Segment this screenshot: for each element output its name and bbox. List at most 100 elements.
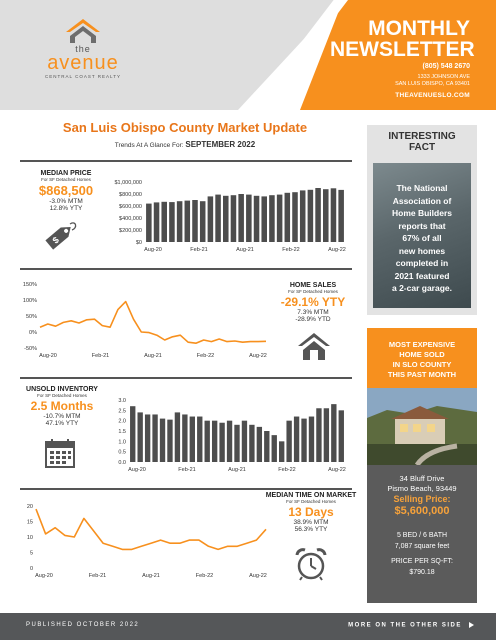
sold-title-line: MOST EXPENSIVE (388, 340, 456, 349)
home-sales-mtm: 7.3% MTM (297, 309, 329, 316)
y-tick-label: 20 (27, 504, 33, 510)
x-tick-label: Aug-22 (249, 573, 267, 579)
section-divider (20, 377, 352, 379)
house-logo-icon (61, 18, 105, 44)
y-tick-label: 2.5 (118, 408, 126, 414)
fact-line: Association of (392, 195, 452, 206)
bar (176, 201, 183, 242)
bar (261, 196, 267, 242)
newsletter-title: MONTHLY NEWSLETTER (330, 18, 475, 60)
fact-line: reports that (398, 220, 446, 231)
home-sales-chart: 150% 100% 50% 0% -50%Aug-20 Feb-21 Aug-21 Feb-2… (23, 282, 267, 359)
report-subtitle: Trends At A Glance For: SEPTEMBER 2022 (20, 140, 350, 149)
fact-line: Home Builders (392, 208, 452, 218)
bar (271, 435, 277, 462)
most-expensive-title: MOST EXPENSIVE HOME SOLD IN SLO COUNTY T… (367, 340, 477, 380)
triangle-right-icon (469, 622, 474, 628)
calendar-icon (44, 438, 76, 468)
x-tick-label: Feb-22 (282, 247, 299, 253)
published-date: PUBLISHED OCTOBER 2022 (26, 622, 140, 628)
y-tick-label: $400,000 (119, 216, 142, 222)
x-tick-label: Feb-22 (196, 573, 213, 579)
bar (264, 431, 270, 462)
x-tick-label: Aug-21 (236, 247, 254, 253)
bar (219, 422, 225, 462)
y-tick-label: 100% (23, 298, 37, 304)
bar (184, 200, 191, 242)
unsold-inventory-stats: UNSOLD INVENTORY For SF Detached Homes 2… (22, 386, 102, 427)
x-tick-label: Aug-22 (328, 247, 346, 253)
bar (279, 441, 285, 462)
website-link[interactable]: THEAVENUESLO.COM (395, 92, 470, 99)
x-tick-label: Aug-22 (328, 467, 346, 473)
median-price-yty: 12.8% YTY (49, 205, 83, 212)
y-tick-label: $1,000,000 (114, 180, 142, 186)
most-expensive-header (367, 328, 477, 388)
median-price-heading: MEDIAN PRICE (40, 170, 92, 177)
x-tick-label: Aug-21 (144, 353, 162, 359)
bar (167, 419, 173, 462)
fact-line: a 2-car garage. (391, 283, 452, 293)
home-sales-heading: HOME SALES (289, 282, 337, 289)
y-tick-label: 50% (26, 314, 37, 320)
home-sales-stats: HOME SALES For SF Detached Homes -29.1% … (272, 282, 354, 323)
bar (204, 420, 210, 462)
x-tick-label: Feb-21 (89, 573, 106, 579)
median-price-value: $868,500 (38, 183, 94, 198)
sold-sqft: 7,087 square feet (394, 543, 450, 550)
x-tick-label: Aug-20 (128, 467, 146, 473)
median-price-sub: For SF Detached Homes (41, 177, 91, 182)
sold-city: Pismo Beach, 93449 (387, 484, 457, 493)
more-other-side-link[interactable]: MORE ON THE OTHER SIDE (348, 622, 474, 629)
bar (292, 192, 298, 242)
y-tick-label: 0% (29, 330, 37, 336)
x-tick-label: Feb-21 (190, 247, 207, 253)
median-price-chart: $1,000,000 $800,000 $600,000 $400,000 $200,0… (114, 180, 346, 253)
x-tick-label: Feb-21 (178, 467, 195, 473)
trends-month: SEPTEMBER 2022 (185, 140, 256, 149)
contact-address-line2: SAN LUIS OBISPO, CA 93401 (395, 81, 470, 87)
bar (308, 416, 315, 462)
svg-text:$: $ (51, 235, 61, 246)
y-tick-label: 0 (30, 566, 33, 572)
house-icon (296, 331, 332, 361)
bar (307, 189, 314, 242)
interesting-fact-title: INTERESTING FACT (367, 131, 477, 153)
median-price-mtm: -3.0% MTM (49, 198, 83, 205)
x-tick-label: Aug-20 (39, 353, 57, 359)
x-tick-label: Aug-20 (144, 247, 162, 253)
bar (215, 194, 221, 242)
home-sales-sub: For SF Detached Homes (288, 289, 338, 294)
bar (246, 194, 252, 242)
bar (331, 404, 337, 462)
unsold-inventory-value: 2.5 Months (30, 399, 94, 413)
bar (293, 416, 300, 462)
y-tick-label: $800,000 (119, 192, 142, 198)
bar (253, 195, 260, 242)
contact-phone[interactable]: (805) 548 2670 (422, 63, 470, 70)
bar (299, 190, 306, 242)
bar (323, 189, 329, 242)
bar (256, 426, 263, 462)
brand-name: avenue (47, 52, 119, 74)
home-sales-ytd: -28.9% YTD (295, 316, 331, 323)
median-time-value: 13 Days (288, 505, 334, 519)
bar (284, 192, 291, 242)
y-tick-label: 150% (23, 282, 37, 288)
section-divider (20, 488, 352, 490)
y-tick-label: 0.0 (118, 460, 126, 466)
interesting-fact-text: The National Association of Home Builder… (375, 182, 469, 295)
bar (153, 202, 160, 242)
fact-title-line2: FACT (408, 142, 436, 153)
y-tick-label: -50% (24, 346, 37, 352)
sold-title-line: IN SLO COUNTY (392, 360, 452, 369)
section-divider (20, 268, 352, 270)
series-line (39, 300, 267, 344)
trends-label: Trends At A Glance For: (114, 142, 184, 149)
bar (249, 424, 255, 462)
bar (137, 412, 143, 462)
bar (189, 416, 195, 462)
bar (161, 201, 167, 242)
bar (152, 414, 158, 462)
